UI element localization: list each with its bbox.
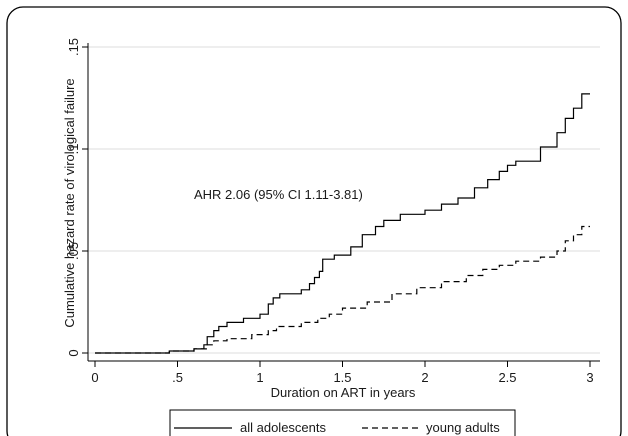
y-tick-label-1: .05	[66, 242, 81, 260]
x-tick-label-4: 2	[421, 370, 428, 385]
x-tick-label-1: .5	[172, 370, 183, 385]
legend-box	[169, 409, 516, 436]
x-tick-label-5: 2.5	[498, 370, 516, 385]
x-tick-label-3: 1.5	[333, 370, 351, 385]
y-axis-label: Cumulative hazard rate of virological fa…	[62, 78, 77, 327]
series-line-all-adolescents	[95, 93, 590, 354]
series-line-young-adults	[95, 225, 590, 354]
legend-label-all-adolescents: all adolescents	[240, 420, 326, 435]
legend: all adolescents young adults	[169, 409, 516, 436]
x-tick-label-2: 1	[256, 370, 263, 385]
x-tick-label-6: 3	[586, 370, 593, 385]
y-tick-label-0: 0	[66, 349, 81, 356]
y-axis-ticks: 0 .05 .1 .15	[66, 38, 88, 357]
y-tick-label-2: .1	[66, 144, 81, 155]
hazard-ratio-annotation: AHR 2.06 (95% CI 1.11-3.81)	[194, 187, 363, 202]
y-tick-label-3: .15	[66, 38, 81, 56]
legend-label-young-adults: young adults	[426, 420, 500, 435]
series-lines	[95, 93, 590, 354]
x-tick-label-0: 0	[91, 370, 98, 385]
figure-border	[6, 6, 622, 436]
x-axis-ticks: 0 .5 1 1.5 2 2.5 3	[91, 361, 594, 385]
plot-area: 0 .05 .1 .15 0 .5 1 1.5 2 2.5 3	[66, 38, 600, 385]
x-axis-label: Duration on ART in years	[271, 385, 416, 400]
gridlines	[88, 46, 600, 354]
